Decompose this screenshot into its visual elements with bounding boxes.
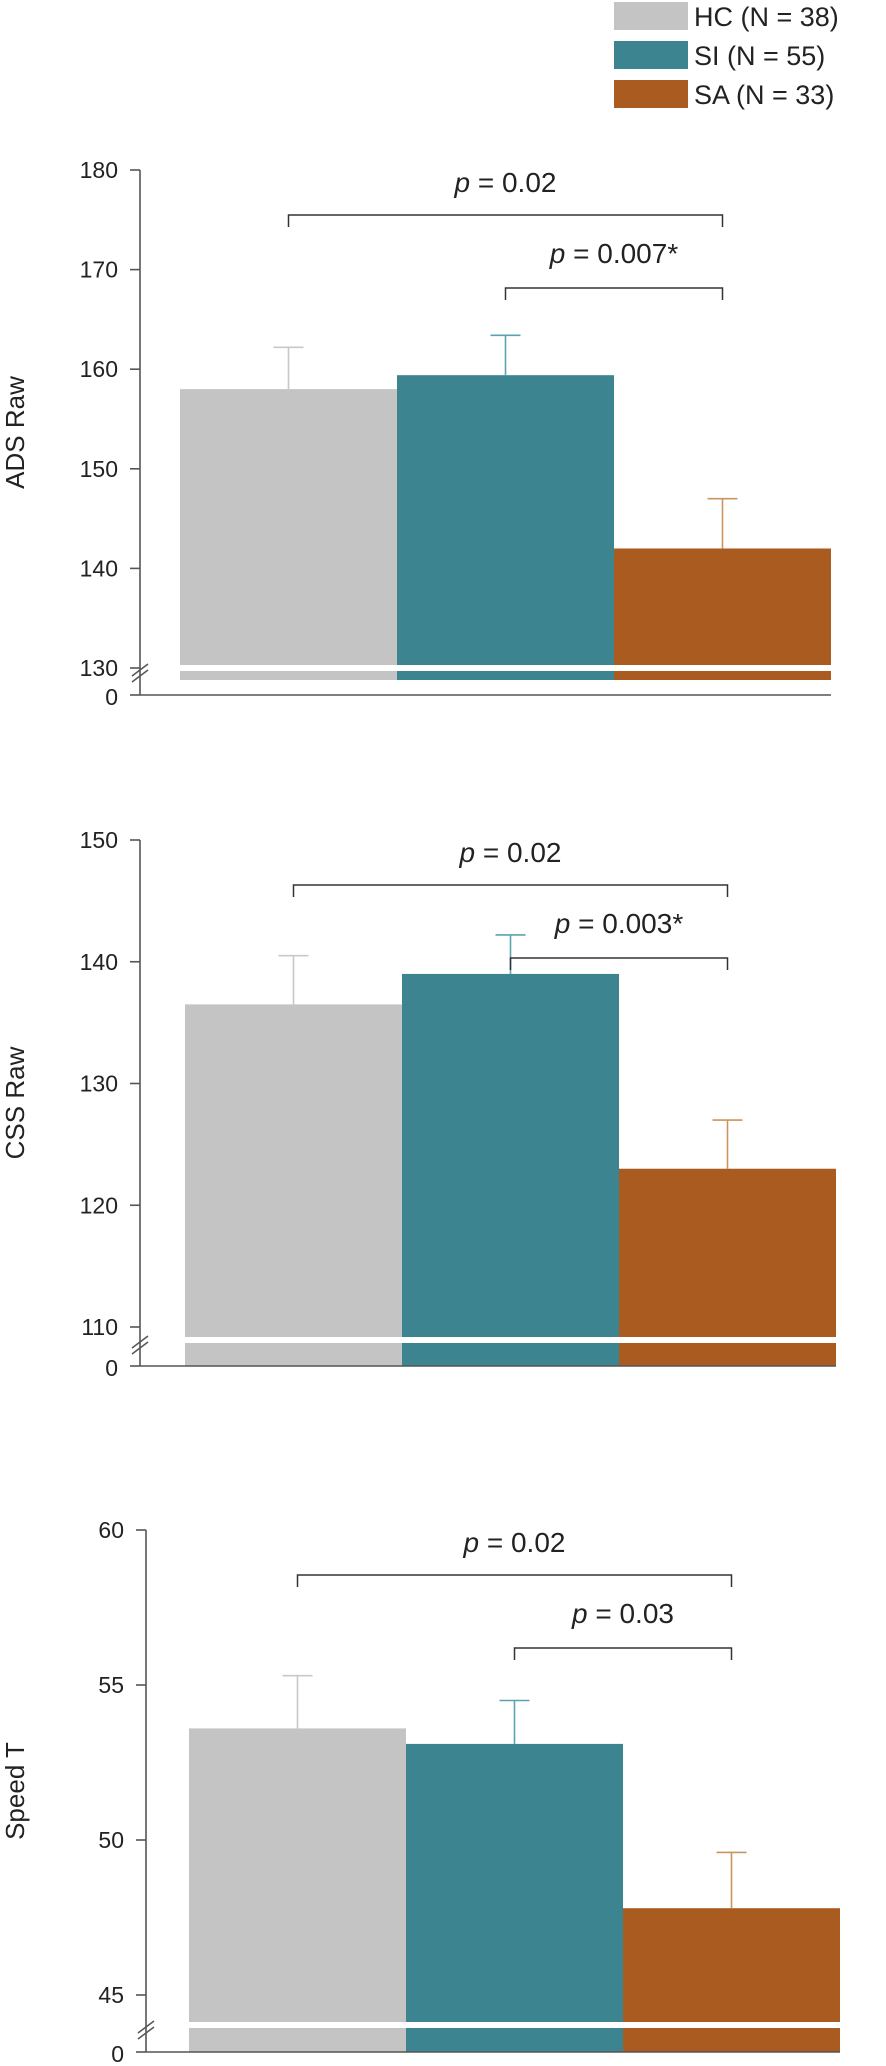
p-value-label: p = 0.02 xyxy=(459,837,562,868)
p-symbol: p xyxy=(549,238,566,269)
y-axis-label: ADS Raw xyxy=(0,376,30,489)
p-value-text: = 0.007* xyxy=(565,238,678,269)
p-value-text: = 0.03 xyxy=(588,1598,674,1629)
axis-break-stripe xyxy=(189,2022,840,2028)
y-tick-label: 45 xyxy=(98,1982,124,2008)
bar-si xyxy=(406,1743,623,2052)
bar-sa xyxy=(623,1908,840,2052)
legend-label-1: SI (N = 55) xyxy=(694,41,825,71)
p-symbol: p xyxy=(454,167,471,198)
y-tick-label: 150 xyxy=(80,827,118,853)
legend-label-0: HC (N = 38) xyxy=(694,2,839,32)
legend-swatch-0 xyxy=(614,2,688,30)
p-value-label: p = 0.02 xyxy=(463,1527,566,1558)
y-tick-label: 120 xyxy=(80,1192,118,1218)
y-tick-label: 180 xyxy=(80,157,118,183)
p-value-label: p = 0.003* xyxy=(554,908,684,939)
p-value-text: = 0.02 xyxy=(470,167,556,198)
y-tick-label: 130 xyxy=(80,1071,118,1097)
bar-si xyxy=(397,375,614,680)
comparison-bracket xyxy=(513,1647,733,1660)
bar-hc xyxy=(180,389,397,680)
comparison-bracket xyxy=(509,957,729,970)
axis-break-stripe xyxy=(185,1337,836,1343)
comparison-bracket xyxy=(296,1574,733,1587)
bar-hc xyxy=(185,1004,402,1366)
y-axis-label: Speed T xyxy=(0,1742,30,1840)
legend-label-2: SA (N = 33) xyxy=(694,80,834,110)
y-tick-label: 140 xyxy=(80,949,118,975)
y-tick-label-zero: 0 xyxy=(111,2041,124,2066)
y-tick-label: 60 xyxy=(98,1517,124,1543)
y-tick-label: 170 xyxy=(80,257,118,283)
bar-sa xyxy=(614,548,831,680)
y-axis-label: CSS Raw xyxy=(0,1046,30,1159)
bar-si xyxy=(402,973,619,1366)
axis-break-mark xyxy=(131,663,149,683)
axis-break-mark xyxy=(131,1335,149,1355)
y-tick-label-zero: 0 xyxy=(105,684,118,710)
y-tick-label: 130 xyxy=(80,655,118,681)
p-symbol: p xyxy=(571,1598,588,1629)
legend-swatch-1 xyxy=(614,41,688,69)
legend-swatch-2 xyxy=(614,80,688,108)
p-value-text: = 0.003* xyxy=(570,908,683,939)
y-tick-label: 160 xyxy=(80,356,118,382)
p-value-label: p = 0.03 xyxy=(571,1598,674,1629)
p-value-text: = 0.02 xyxy=(479,1527,565,1558)
comparison-bracket xyxy=(287,214,724,227)
bar-sa xyxy=(619,1168,836,1366)
y-tick-label: 50 xyxy=(98,1827,124,1853)
p-symbol: p xyxy=(463,1527,480,1558)
p-value-label: p = 0.007* xyxy=(549,238,679,269)
axis-break-mark xyxy=(137,2020,155,2040)
p-symbol: p xyxy=(459,837,476,868)
p-value-label: p = 0.02 xyxy=(454,167,557,198)
y-tick-label: 110 xyxy=(81,1314,118,1340)
comparison-bracket xyxy=(292,884,729,897)
y-tick-label: 150 xyxy=(80,456,118,482)
p-symbol: p xyxy=(554,908,571,939)
axis-break-stripe xyxy=(180,665,831,671)
legend: HC (N = 38) SI (N = 55) SA (N = 33) xyxy=(614,2,839,110)
y-tick-label: 55 xyxy=(98,1672,124,1698)
p-value-text: = 0.02 xyxy=(475,837,561,868)
bar-hc xyxy=(189,1728,406,2052)
y-tick-label: 140 xyxy=(80,555,118,581)
comparison-bracket xyxy=(504,287,724,300)
y-tick-label-zero: 0 xyxy=(105,1355,118,1381)
